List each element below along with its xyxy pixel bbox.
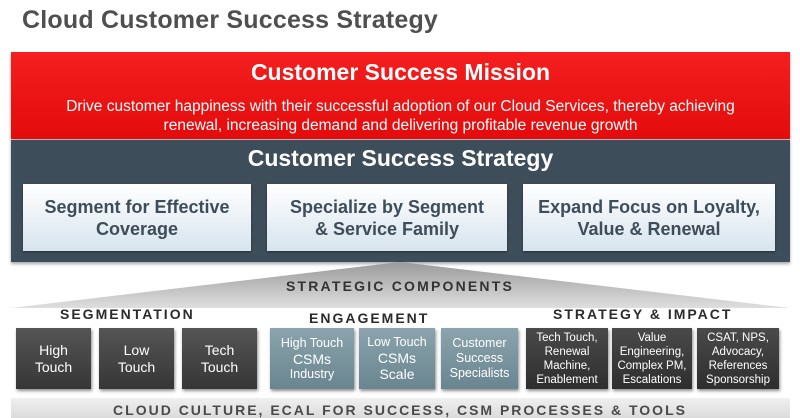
box-line: Complex PM, <box>617 359 687 372</box>
pillar-line: Expand Focus on Loyalty, <box>538 196 760 217</box>
foundation-bar <box>11 398 790 418</box>
engagement-high-touch-csms-box: High Touch CSMs Industry <box>270 328 354 389</box>
box-line: CSAT, NPS, <box>707 331 769 344</box>
impact-tech-touch-box: Tech Touch, Renewal Machine, Enablement <box>526 328 608 389</box>
page-title: Cloud Customer Success Strategy <box>22 6 439 34</box>
box-line: High <box>39 341 68 358</box>
box-line: Enablement <box>536 373 598 386</box>
strategy-pillar-specialize: Specialize by Segment & Service Family <box>267 184 507 251</box>
strategy-pillar-segment: Segment for Effective Coverage <box>23 184 251 251</box>
box-line: Escalations <box>622 373 682 386</box>
strategic-components-roof <box>11 262 790 308</box>
segmentation-label: SEGMENTATION <box>60 306 195 322</box>
strategy-heading: Customer Success Strategy <box>247 145 554 171</box>
segment-tech-touch-box: Tech Touch <box>182 328 257 389</box>
box-line: High Touch <box>280 335 344 350</box>
impact-value-engineering-box: Value Engineering, Complex PM, Escalatio… <box>612 328 692 389</box>
box-line: Tech Touch, <box>536 331 598 344</box>
strategy-impact-label: STRATEGY & IMPACT <box>553 306 733 322</box>
box-line: Low Touch <box>367 335 427 349</box>
box-line: Renewal <box>544 345 590 358</box>
box-line: Low <box>123 341 150 358</box>
engagement-customer-success-specialists-box: Customer Success Specialists <box>441 328 518 389</box>
box-line: Touch <box>34 358 73 375</box>
mission-heading: Customer Success Mission <box>250 59 551 85</box>
pillar-line: Coverage <box>95 218 179 239</box>
pillar-line: Value & Renewal <box>577 218 721 239</box>
segment-high-touch-box: High Touch <box>16 328 91 389</box>
box-line: Engineering, <box>619 345 685 358</box>
impact-csat-nps-box: CSAT, NPS, Advocacy, References Sponsors… <box>697 328 779 389</box>
box-line: Machine, <box>543 359 591 372</box>
strategy-pillar-expand: Expand Focus on Loyalty, Value & Renewal <box>523 184 775 251</box>
foundation-text: CLOUD CULTURE, ECAL FOR SUCCESS, CSM PRO… <box>113 402 687 418</box>
box-line: Tech <box>204 341 235 358</box>
box-line: References <box>708 359 768 372</box>
strategic-components-title: STRATEGIC COMPONENTS <box>285 278 515 294</box>
box-line: Sponsorship <box>706 373 770 386</box>
engagement-low-touch-csms-box: Low Touch CSMs Scale <box>359 328 435 389</box>
box-line: CSMs <box>377 350 417 366</box>
box-line: Industry <box>289 366 335 381</box>
pillar-line: & Service Family <box>314 218 460 239</box>
box-line: Specialists <box>449 366 510 380</box>
box-line: Touch <box>200 358 239 375</box>
mission-band: Customer Success Mission Drive customer … <box>11 52 790 139</box>
engagement-label: ENGAGEMENT <box>309 310 430 326</box>
box-line: Advocacy, <box>711 345 765 358</box>
box-line: Customer <box>452 336 507 350</box>
pillar-line: Segment for Effective <box>44 196 230 217</box>
strategy-band: Customer Success Strategy Segment for Ef… <box>11 140 790 262</box>
mission-statement-line-2: renewal, increasing demand and deliverin… <box>163 117 638 134</box>
box-line: Value <box>637 331 667 344</box>
box-line: CSMs <box>292 350 332 367</box>
box-line: Scale <box>379 366 415 382</box>
mission-statement-line-1: Drive customer happiness with their succ… <box>66 98 735 115</box>
box-line: Success <box>455 351 504 365</box>
box-line: Touch <box>117 358 156 375</box>
mission-statement: Drive customer happiness with their succ… <box>31 97 770 135</box>
segment-low-touch-box: Low Touch <box>99 328 174 389</box>
pillar-line: Specialize by Segment <box>289 196 485 217</box>
